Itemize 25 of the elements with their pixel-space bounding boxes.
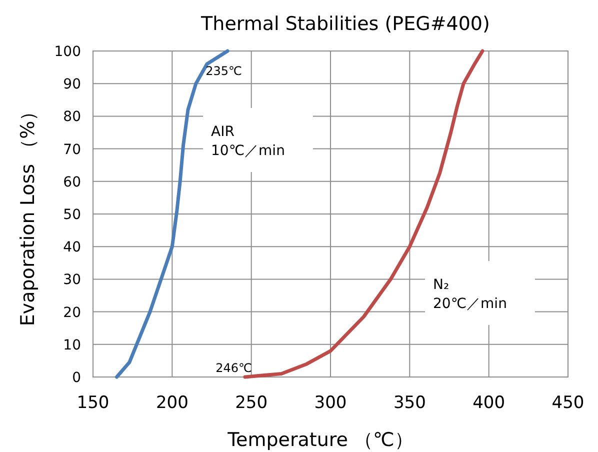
x-tick-label: 300 — [314, 393, 347, 413]
chart-title: Thermal Stabilities (PEG#400) — [200, 13, 490, 35]
y-tick-label: 100 — [54, 44, 81, 60]
text: N₂ 20℃／min — [433, 277, 507, 312]
y-tick-label: 30 — [63, 272, 81, 288]
annotation: 246℃ — [216, 361, 252, 375]
y-tick-label: 60 — [63, 174, 81, 190]
x-tick-label: 250 — [235, 393, 268, 413]
y-axis-title: Evaporation Loss （%） — [17, 102, 39, 326]
x-tick-label: 450 — [552, 393, 584, 413]
x-tick-label: 400 — [472, 393, 506, 413]
y-tick-label: 20 — [63, 304, 81, 321]
x-tick-label: 150 — [76, 393, 110, 413]
y-tick-label: 70 — [63, 142, 81, 158]
y-tick-label: 0 — [72, 370, 81, 386]
y-tick-label: 10 — [63, 337, 81, 354]
y-tick-label: 50 — [63, 207, 81, 223]
x-tick-label: 200 — [156, 393, 188, 413]
y-tick-label: 40 — [63, 240, 81, 256]
annotation: 235℃ — [206, 64, 242, 78]
series-label: AIR 10℃／min — [211, 124, 285, 159]
y-tick-label: 80 — [63, 109, 81, 126]
y-tick-label: 90 — [63, 76, 81, 93]
x-tick-label: 350 — [393, 393, 426, 413]
x-axis-title: Temperature （℃） — [226, 429, 414, 451]
